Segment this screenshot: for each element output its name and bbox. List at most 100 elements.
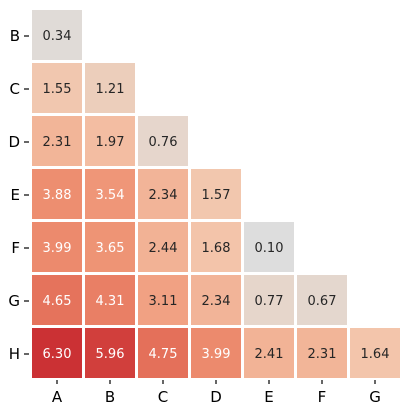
- cell-value-label: 5.96: [96, 347, 125, 362]
- heatmap-cell-A-E: 3.88: [32, 169, 82, 219]
- y-tick-label-E: E: [11, 186, 20, 204]
- y-tick-label-B: B: [10, 27, 20, 45]
- cell-value-label: 2.31: [308, 347, 337, 362]
- heatmap-cell-C-G: 3.11: [138, 275, 188, 325]
- heatmap-cell-A-C: 1.55: [32, 63, 82, 113]
- heatmap-cell-B-G: 4.31: [85, 275, 135, 325]
- heatmap-cell-A-G: 4.65: [32, 275, 82, 325]
- y-tick-label-G: G: [8, 292, 20, 310]
- cell-value-label: 1.68: [202, 241, 231, 256]
- heatmap-cell-B-E: 3.54: [85, 169, 135, 219]
- cell-value-label: 1.64: [361, 347, 390, 362]
- cell-value-label: 0.76: [149, 135, 178, 150]
- heatmap-cell-C-F: 2.44: [138, 222, 188, 272]
- cell-value-label: 1.55: [43, 82, 72, 97]
- cell-value-label: 4.75: [149, 347, 178, 362]
- cell-value-label: 1.21: [96, 82, 125, 97]
- cell-value-label: 4.65: [43, 294, 72, 309]
- cell-rect: [191, 222, 241, 272]
- cell-value-label: 3.88: [43, 188, 72, 203]
- heatmap-cell-D-E: 1.57: [191, 169, 241, 219]
- y-tick-label-D: D: [8, 133, 20, 151]
- heatmap-cell-E-H: 2.41: [244, 328, 294, 378]
- x-tick-label-C: C: [158, 388, 168, 406]
- cell-rect: [32, 328, 82, 378]
- cell-value-label: 1.97: [96, 135, 125, 150]
- heatmap-cell-B-H: 5.96: [85, 328, 135, 378]
- heatmap-cell-A-D: 2.31: [32, 116, 82, 166]
- cell-value-label: 2.31: [43, 135, 72, 150]
- cell-rect: [85, 222, 135, 272]
- heatmap-cell-C-H: 4.75: [138, 328, 188, 378]
- cell-rect: [244, 328, 294, 378]
- x-tick-label-D: D: [210, 388, 222, 406]
- x-tick-label-E: E: [264, 388, 273, 406]
- heatmap-cell-E-G: 0.77: [244, 275, 294, 325]
- cell-rect: [32, 169, 82, 219]
- heatmap-cell-B-F: 3.65: [85, 222, 135, 272]
- heatmap-cell-A-F: 3.99: [32, 222, 82, 272]
- x-tick-label-F: F: [318, 388, 327, 406]
- y-axis: B C D E F G H: [8, 27, 29, 363]
- cell-rect: [191, 328, 241, 378]
- heatmap-cell-C-E: 2.34: [138, 169, 188, 219]
- cell-value-label: 0.10: [255, 241, 284, 256]
- heatmap-cell-E-F: 0.10: [244, 222, 294, 272]
- cell-value-label: 0.34: [43, 29, 72, 44]
- cell-rect: [85, 169, 135, 219]
- cell-rect: [138, 275, 188, 325]
- cell-rect: [138, 116, 188, 166]
- cell-rect: [32, 222, 82, 272]
- cell-value-label: 4.31: [96, 294, 125, 309]
- heatmap-cell-B-C: 1.21: [85, 63, 135, 113]
- heatmap-cell-A-H: 6.30: [32, 328, 82, 378]
- cell-value-label: 3.11: [149, 294, 178, 309]
- heatmap-cell-C-D: 0.76: [138, 116, 188, 166]
- cell-rect: [244, 275, 294, 325]
- heatmap-cell-B-D: 1.97: [85, 116, 135, 166]
- heatmap-cell-F-G: 0.67: [297, 275, 347, 325]
- cell-rect: [244, 222, 294, 272]
- y-tick-label-H: H: [9, 345, 20, 363]
- cell-value-label: 3.65: [96, 241, 125, 256]
- cell-rect: [85, 116, 135, 166]
- cell-rect: [297, 275, 347, 325]
- heatmap-cell-D-G: 2.34: [191, 275, 241, 325]
- heatmap-cell-D-F: 1.68: [191, 222, 241, 272]
- x-tick-label-A: A: [52, 388, 63, 406]
- cell-value-label: 1.57: [202, 188, 231, 203]
- cell-value-label: 2.34: [149, 188, 178, 203]
- cell-rect: [85, 275, 135, 325]
- cell-value-label: 3.99: [43, 241, 72, 256]
- cell-value-label: 2.44: [149, 241, 178, 256]
- heatmap-cell-G-H: 1.64: [350, 328, 400, 378]
- cell-rect: [85, 328, 135, 378]
- heatmap-cell-F-H: 2.31: [297, 328, 347, 378]
- x-axis: A B C D E F G: [52, 380, 381, 406]
- cell-rect: [138, 328, 188, 378]
- cell-value-label: 2.34: [202, 294, 231, 309]
- cell-value-label: 3.54: [96, 188, 125, 203]
- cell-rect: [85, 63, 135, 113]
- y-tick-label-F: F: [11, 239, 20, 257]
- cell-rect: [32, 116, 82, 166]
- cell-value-label: 0.77: [255, 294, 284, 309]
- cell-value-label: 2.41: [255, 347, 284, 362]
- cell-rect: [297, 328, 347, 378]
- cell-rect: [32, 275, 82, 325]
- cells-layer: 0.34 1.55 1.21 2.31 1.97 0.76 3.88 3.54 2.34 1.57…: [32, 10, 400, 378]
- cell-rect: [350, 328, 400, 378]
- x-tick-label-B: B: [105, 388, 115, 406]
- cell-rect: [32, 10, 82, 60]
- cell-rect: [191, 169, 241, 219]
- cell-value-label: 6.30: [43, 347, 72, 362]
- cell-rect: [32, 63, 82, 113]
- heatmap-cell-A-B: 0.34: [32, 10, 82, 60]
- cell-value-label: 0.67: [308, 294, 337, 309]
- cell-rect: [191, 275, 241, 325]
- cell-rect: [138, 169, 188, 219]
- heatmap-cell-D-H: 3.99: [191, 328, 241, 378]
- x-tick-label-G: G: [369, 388, 381, 406]
